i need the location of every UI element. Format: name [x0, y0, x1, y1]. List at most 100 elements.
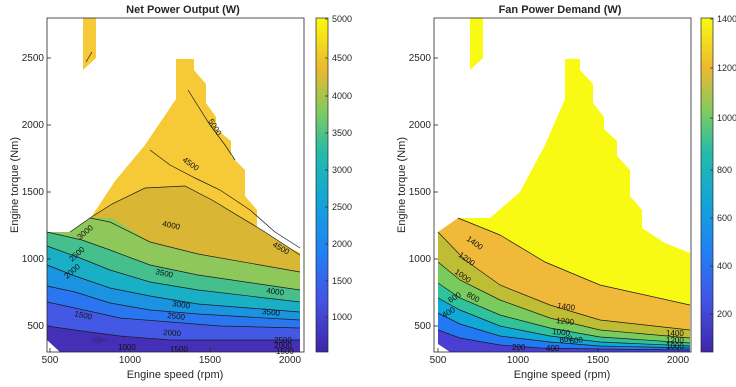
colorbar-tick-label: 3500: [332, 128, 352, 138]
contour-region-100: [438, 330, 690, 352]
y-tick-label: 2000: [22, 120, 45, 131]
colorbar-tick-label: 200: [717, 309, 732, 319]
contour-region-2000: [47, 265, 300, 320]
contour-region-3000: [47, 232, 300, 302]
y-tick-label: 2500: [22, 53, 45, 64]
colorbar-ticks: [710, 18, 713, 315]
contour-label: 3500: [155, 267, 175, 280]
contour-line: [437, 297, 691, 347]
contour-label: 1400: [666, 329, 684, 338]
contour-region-1300: [438, 218, 690, 330]
contour-label: 400: [546, 344, 560, 353]
contour-label: 2500: [167, 311, 186, 322]
contour-line: [46, 245, 301, 303]
x-tick-label: 1500: [199, 355, 222, 366]
contour-label: 1200: [556, 316, 575, 327]
contour-line: [46, 285, 301, 321]
x-tick-label: 2000: [667, 355, 690, 366]
contour-label: 3500: [262, 307, 281, 318]
plot-area-frame: [46, 17, 305, 353]
contour-label: 4000: [162, 219, 182, 232]
contour-label: 1000: [118, 343, 136, 352]
contour-line: [437, 282, 691, 344]
colorbar: 200 400 600 800 1000 1200 1400: [700, 14, 736, 353]
contour-region-3500: [47, 218, 300, 290]
colorbar-bar: [700, 17, 714, 353]
contour-region-900: [438, 262, 690, 343]
colorbar-tick-label: 5000: [332, 14, 352, 24]
contour-line: [85, 51, 93, 63]
colorbar-tick-label: 3000: [332, 165, 352, 175]
y-tick-label: 2000: [409, 120, 432, 131]
colorbar-bar: [315, 17, 329, 353]
chart-title: Net Power Output (W): [126, 4, 240, 16]
contour-label: 2000: [274, 341, 292, 350]
contour-region-500: [47, 326, 300, 352]
colorbar-tick-label: 600: [717, 213, 732, 223]
chart-title: Fan Power Demand (W): [499, 4, 622, 16]
contour-region-min: [90, 336, 108, 344]
x-tick-label: 1500: [587, 355, 610, 366]
y-tick-label: 500: [414, 321, 431, 332]
contour-line: [437, 329, 691, 351]
contour-line: [437, 312, 691, 349]
contour-label: 2500: [274, 336, 292, 345]
contour-line: [187, 89, 236, 161]
contour-region-300: [438, 313, 690, 350]
x-tick-label: 1000: [507, 355, 530, 366]
contour-label: 4000: [266, 286, 285, 297]
contour-label: 2000: [163, 328, 182, 338]
contour-line: [46, 325, 300, 341]
y-axis: [434, 57, 438, 327]
x-axis: [437, 348, 679, 352]
colorbar-ticks: [325, 18, 328, 318]
colorbar: 1000 1500 2000 2500 3000 3500 4000 4500 …: [315, 14, 352, 353]
contour-line: [69, 217, 301, 273]
contour-region-1400: [470, 18, 483, 70]
contour-region-4500: [83, 18, 96, 70]
y-tick-label: 500: [27, 321, 44, 332]
fan-power-plot: Fan Power Demand (W) 1400 1200 1000: [396, 4, 736, 381]
x-tick-label: 500: [430, 355, 447, 366]
x-axis-label: Engine speed (rpm): [127, 369, 224, 381]
contour-label: 1500: [276, 347, 294, 356]
colorbar-tick-label: 400: [717, 261, 732, 271]
colorbar-tick-label: 4000: [332, 91, 352, 101]
contour-fill: [47, 18, 300, 352]
y-tick-label: 1500: [409, 187, 432, 198]
contour-label: 1500: [170, 345, 188, 354]
y-axis-label: Engine torque (Nm): [396, 137, 408, 233]
y-tick-label: 1500: [22, 187, 45, 198]
contour-label: 1000: [666, 342, 684, 351]
colorbar-tick-label: 800: [717, 165, 732, 175]
contour-line: [457, 217, 691, 306]
contour-label: 1400: [557, 301, 576, 312]
colorbar-tick-label: 2500: [332, 202, 352, 212]
contour-label: 1200: [666, 336, 684, 345]
contour-line: [149, 149, 301, 249]
contour-label: 600: [569, 335, 584, 346]
contour-region-4000: [90, 186, 300, 272]
plot-area-frame: [433, 17, 692, 353]
colorbar-tick-label: 1000: [332, 312, 352, 322]
contour-region-1000: [47, 302, 300, 340]
colorbar-tick-label: 4500: [332, 53, 352, 63]
y-tick-label: 1000: [409, 254, 432, 265]
x-axis-label: Engine speed (rpm): [514, 369, 611, 381]
colorbar-tick-label: 2000: [332, 239, 352, 249]
colorbar-tick-label: 1000: [717, 113, 736, 123]
y-axis: [47, 57, 51, 327]
x-axis: [49, 348, 291, 352]
contour-line: [46, 301, 301, 329]
contour-region-2500: [47, 246, 300, 312]
colorbar-tick-label: 1400: [717, 14, 736, 24]
contour-line: [89, 185, 301, 256]
x-tick-label: 500: [42, 355, 59, 366]
contour-lines: [437, 217, 691, 351]
contour-label: 3000: [172, 299, 191, 310]
x-tick-label: 1000: [119, 355, 142, 366]
y-axis-label: Engine torque (Nm): [9, 137, 21, 233]
x-tick-label: 2000: [279, 355, 302, 366]
contour-label: 1000: [552, 327, 571, 338]
